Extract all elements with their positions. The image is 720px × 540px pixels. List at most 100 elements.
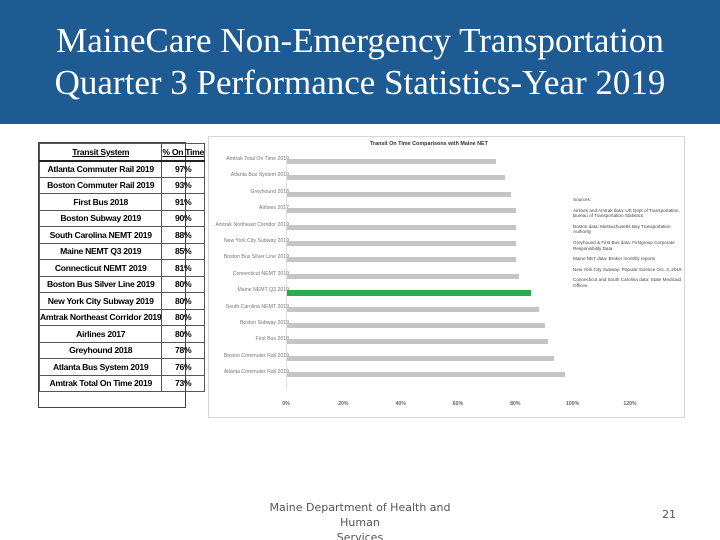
transit-system-cell: Connecticut NEMT 2019 <box>38 259 163 277</box>
table-row: Atlanta Bus System 2019 76% <box>38 358 205 376</box>
chart-panel: Transit On Time Comparisons with Maine N… <box>208 136 685 418</box>
transit-system-cell: First Bus 2018 <box>38 193 163 211</box>
footer-line-1: Maine Department of Health and Human <box>269 501 451 529</box>
table-row: Atlanta Commuter Rail 2019 97% <box>38 159 205 178</box>
table-row: First Bus 2018 91% <box>38 193 205 211</box>
table-row: Connecticut NEMT 2019 81% <box>38 259 205 277</box>
transit-system-cell: Greyhound 2018 <box>38 341 163 359</box>
on-time-cell: 80% <box>161 275 205 293</box>
table-row: Amtrak Northeast Corridor 2019 80% <box>38 308 205 326</box>
transit-system-cell: Airlines 2017 <box>38 325 163 343</box>
table-row: Amtrak Total On Time 2019 73% <box>38 374 205 392</box>
on-time-cell: 93% <box>161 176 205 194</box>
on-time-cell: 81% <box>161 259 205 277</box>
transit-system-cell: Amtrak Northeast Corridor 2019 <box>38 308 163 326</box>
table-row: Airlines 2017 80% <box>38 325 205 343</box>
on-time-table: Transit System % On Time Atlanta Commute… <box>38 142 205 408</box>
footer-department: Maine Department of Health and Human Ser… <box>250 500 470 540</box>
stats-table: Transit System % On Time Atlanta Commute… <box>38 143 205 392</box>
on-time-cell: 78% <box>161 341 205 359</box>
x-tick-label: 60% <box>452 401 464 407</box>
slide-title-line-2: Quarter 3 Performance Statistics-Year 20… <box>54 63 666 102</box>
bar-connecticut-nemt-2019 <box>287 273 520 279</box>
source-item: New York City Subway: Popular Science Oc… <box>573 266 682 272</box>
on-time-cell: 91% <box>161 193 205 211</box>
on-time-cell: 80% <box>161 325 205 343</box>
transit-system-cell: New York City Subway 2019 <box>38 292 163 310</box>
bar-boston-bus-silver-line-2019 <box>287 257 517 263</box>
transit-system-cell: Atlanta Commuter Rail 2019 <box>38 159 163 178</box>
transit-system-cell: Boston Subway 2019 <box>38 209 163 227</box>
bar-new-york-city-subway-2019 <box>287 241 517 246</box>
slide-title-line-1: MaineCare Non-Emergency Transportation <box>56 21 664 60</box>
page-number: 21 <box>662 508 676 521</box>
table-row: South Carolina NEMT 2019 88% <box>38 226 205 244</box>
on-time-cell: 80% <box>161 308 205 326</box>
on-time-cell: 88% <box>161 226 205 244</box>
category-label: First Bus 2018 <box>255 336 289 343</box>
y-axis-line <box>286 155 287 389</box>
category-label: Airlines 2017 <box>259 205 289 212</box>
bar-amtrak-northeast-corridor-2019 <box>287 224 517 230</box>
bar-maine-nemt-q3-2019 <box>287 290 531 297</box>
bar-amtrak-total-on-time-2019 <box>287 159 497 164</box>
category-label: New York City Subway 2019 <box>223 238 289 244</box>
transit-system-cell: Boston Commuter Rail 2019 <box>38 176 163 194</box>
category-label: Atlanta Bus System 2019 <box>230 172 289 179</box>
table-row: Boston Bus Silver Line 2019 80% <box>38 275 205 293</box>
on-time-cell: 97% <box>161 159 205 178</box>
column-header-on-time: % On Time <box>161 143 205 161</box>
source-item: Greyhound & First Bus data: Firstgroup C… <box>573 239 675 251</box>
chart-title: Transit On Time Comparisons with Maine N… <box>370 141 488 147</box>
category-label: South Carolina NEMT 2019 <box>225 303 289 310</box>
table-row: Maine NEMT Q3 2019 85% <box>38 242 205 260</box>
source-item: Maine NET data: Broker monthly reports <box>573 256 656 262</box>
category-label: Maine NEMT Q3 2019 <box>237 287 289 294</box>
x-tick-label: 20% <box>338 401 349 407</box>
bar-airlines-2017 <box>287 208 517 214</box>
x-tick-label: 120% <box>623 401 637 407</box>
bar-boston-commuter-rail-2019 <box>287 355 554 361</box>
footer-line-2: Services <box>336 531 384 540</box>
category-label: Connecticut NEMT 2019 <box>232 270 289 277</box>
source-item: Connecticut and South Carolina data: Sta… <box>573 277 682 288</box>
category-label: Greyhound 2018 <box>250 188 289 195</box>
category-label: Boston Bus Silver Line 2019 <box>223 254 289 261</box>
x-tick-label: 100% <box>566 401 580 407</box>
source-item: Boston data: Massachusetts Bay Transport… <box>573 223 671 235</box>
on-time-cell: 73% <box>161 374 205 392</box>
x-tick-label: 40% <box>395 401 406 407</box>
x-tick-label: 80% <box>510 401 521 407</box>
table-row: Greyhound 2018 78% <box>38 341 205 359</box>
table-header-row: Transit System % On Time <box>38 143 205 161</box>
sources-heading: Sources: <box>573 197 592 202</box>
title-banner: MaineCare Non-Emergency Transportation Q… <box>0 0 720 124</box>
x-tick-label: 0% <box>282 401 290 407</box>
bar-greyhound-2018 <box>287 191 511 197</box>
transit-system-cell: Boston Bus Silver Line 2019 <box>38 275 163 293</box>
on-time-cell: 90% <box>161 209 205 227</box>
bar-atlanta-bus-system-2019 <box>287 175 505 181</box>
bar-south-carolina-nemt-2019 <box>287 306 540 312</box>
on-time-cell: 80% <box>161 292 205 310</box>
category-label: Amtrak Northeast Corridor 2019 <box>215 221 289 228</box>
transit-system-cell: Amtrak Total On Time 2019 <box>38 374 163 392</box>
bar-boston-subway-2019 <box>287 323 545 328</box>
sources-block: Sources: Airlines and Amtrak data: US De… <box>573 197 685 294</box>
transit-system-cell: Maine NEMT Q3 2019 <box>38 242 163 260</box>
bar-first-bus-2018 <box>287 339 548 345</box>
bar-atlanta-commuter-rail-2019 <box>287 372 566 378</box>
source-item: Airlines and Amtrak data: US Dept of Tra… <box>573 207 680 219</box>
table-row: Boston Commuter Rail 2019 93% <box>38 176 205 194</box>
on-time-cell: 76% <box>161 358 205 376</box>
column-header-transit-system: Transit System <box>38 143 163 161</box>
category-label: Boston Subway 2019 <box>239 320 289 326</box>
category-label: Boston Commuter Rail 2019 <box>223 352 289 359</box>
on-time-cell: 85% <box>161 242 205 260</box>
table-row: New York City Subway 2019 80% <box>38 292 205 310</box>
table-body: Atlanta Commuter Rail 2019 97% Boston Comm… <box>38 159 205 392</box>
category-label: Amtrak Total On Time 2019 <box>226 156 289 162</box>
table-row: Boston Subway 2019 90% <box>38 209 205 227</box>
category-label: Atlanta Commuter Rail 2019 <box>223 369 289 376</box>
transit-system-cell: Atlanta Bus System 2019 <box>38 358 163 376</box>
